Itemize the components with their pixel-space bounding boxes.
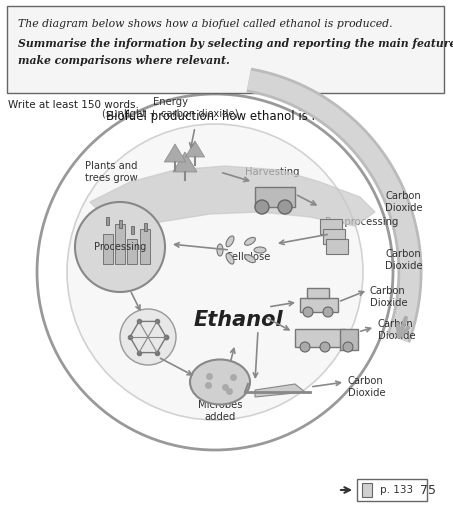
- Bar: [340, 329, 358, 350]
- Circle shape: [67, 124, 363, 420]
- Text: Summarise the information by selecting and reporting the main features, and: Summarise the information by selecting a…: [18, 38, 453, 49]
- Bar: [115, 224, 125, 264]
- Text: Carbon
Dioxide: Carbon Dioxide: [348, 376, 386, 398]
- Text: Biofuel production: how ethanol is made: Biofuel production: how ethanol is made: [106, 110, 346, 123]
- Bar: [326, 239, 348, 254]
- Ellipse shape: [245, 254, 255, 263]
- Ellipse shape: [217, 244, 223, 256]
- Polygon shape: [173, 152, 197, 172]
- Text: Ethanol: Ethanol: [193, 310, 283, 330]
- Ellipse shape: [226, 253, 234, 264]
- Bar: [307, 288, 329, 298]
- Bar: [362, 483, 372, 497]
- Circle shape: [343, 342, 353, 352]
- Bar: [131, 219, 134, 227]
- Ellipse shape: [226, 236, 234, 247]
- Circle shape: [300, 342, 310, 352]
- Circle shape: [278, 200, 292, 214]
- Bar: [300, 298, 338, 312]
- Bar: [320, 219, 342, 234]
- Text: Carbon
Dioxide: Carbon Dioxide: [385, 191, 423, 213]
- Text: Energy
(sunlight + carbon dioxide): Energy (sunlight + carbon dioxide): [102, 97, 238, 119]
- Text: p. 133: p. 133: [380, 485, 413, 495]
- Bar: [144, 224, 147, 232]
- Circle shape: [320, 342, 330, 352]
- Text: make comparisons where relevant.: make comparisons where relevant.: [18, 55, 230, 66]
- Text: The diagram below shows how a biofuel called ethanol is produced.: The diagram below shows how a biofuel ca…: [18, 19, 393, 29]
- Polygon shape: [90, 166, 375, 232]
- Text: Processing: Processing: [94, 242, 146, 252]
- Text: Carbon
Dioxide: Carbon Dioxide: [378, 319, 415, 341]
- Text: Carbon
Dioxide: Carbon Dioxide: [370, 286, 408, 308]
- Bar: [295, 329, 345, 347]
- FancyBboxPatch shape: [7, 6, 444, 93]
- Circle shape: [255, 200, 269, 214]
- Bar: [140, 229, 150, 264]
- Circle shape: [37, 94, 393, 450]
- FancyBboxPatch shape: [357, 479, 427, 501]
- Bar: [106, 226, 109, 234]
- Circle shape: [75, 202, 165, 292]
- Bar: [323, 229, 345, 244]
- Bar: [103, 234, 113, 264]
- Polygon shape: [164, 144, 186, 162]
- Text: Pre-processing: Pre-processing: [325, 217, 398, 227]
- Bar: [119, 219, 122, 227]
- Circle shape: [323, 307, 333, 317]
- Text: Plants and
trees grow: Plants and trees grow: [85, 161, 138, 183]
- Text: Carbon
Dioxide: Carbon Dioxide: [385, 249, 423, 271]
- Bar: [127, 239, 137, 264]
- Circle shape: [120, 309, 176, 365]
- Text: Microbes
added: Microbes added: [198, 400, 242, 422]
- Text: 75: 75: [420, 483, 436, 497]
- Text: Write at least 150 words.: Write at least 150 words.: [8, 100, 139, 110]
- Text: Cellulose: Cellulose: [225, 252, 271, 262]
- Ellipse shape: [245, 238, 255, 245]
- Text: Sugars: Sugars: [123, 334, 157, 344]
- Ellipse shape: [254, 247, 266, 253]
- Circle shape: [303, 307, 313, 317]
- Polygon shape: [185, 141, 205, 157]
- Polygon shape: [255, 384, 305, 397]
- Text: Harvesting: Harvesting: [245, 167, 299, 177]
- Bar: [255, 187, 295, 207]
- Ellipse shape: [190, 359, 250, 404]
